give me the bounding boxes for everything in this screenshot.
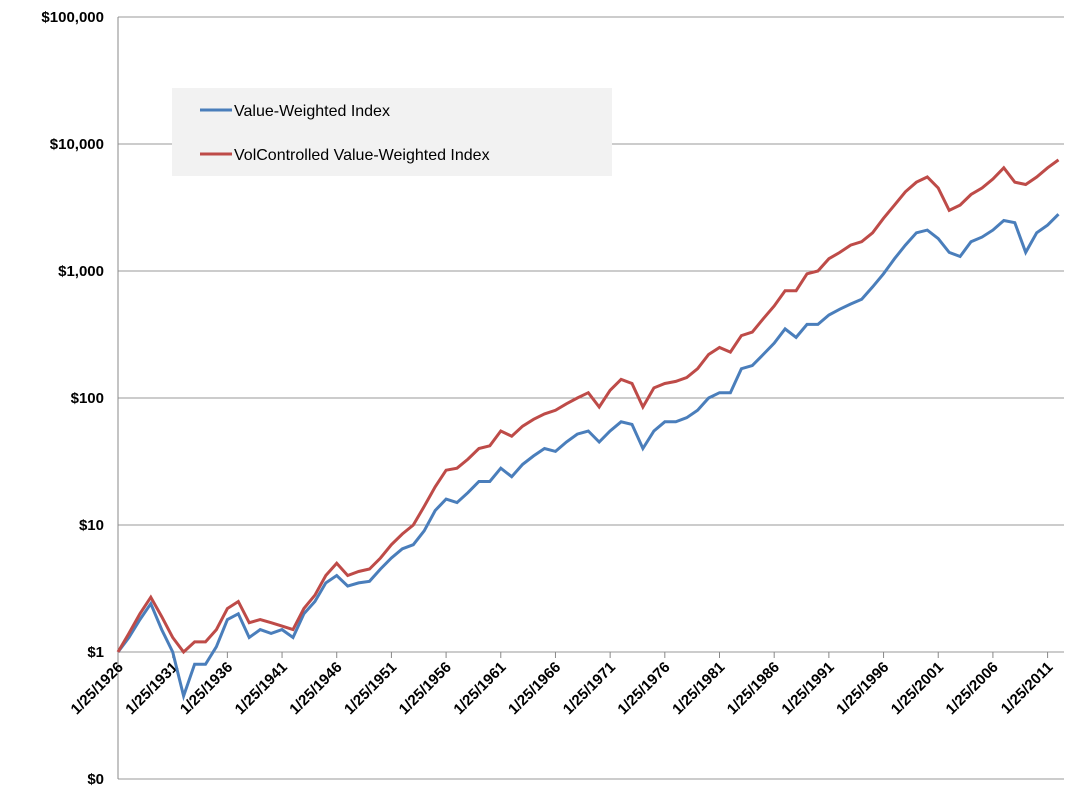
x-tick-label: 1/25/2011 — [998, 659, 1057, 718]
y-tick-label: $100,000 — [41, 9, 104, 26]
x-tick-label: 1/25/1951 — [341, 659, 400, 718]
legend-label: VolControlled Value-Weighted Index — [234, 147, 490, 164]
x-tick-label: 1/25/1976 — [614, 659, 673, 718]
x-tick-label: 1/25/1971 — [560, 659, 619, 718]
y-tick-label: $10,000 — [50, 136, 104, 153]
x-tick-label: 1/25/2006 — [943, 659, 1002, 718]
x-tick-label: 1/25/1986 — [724, 659, 783, 718]
y-tick-label: $10 — [79, 517, 104, 534]
x-tick-label: 1/25/1946 — [286, 659, 345, 718]
y-tick-label: $1 — [87, 644, 104, 661]
x-tick-label: 1/25/1931 — [122, 659, 181, 718]
x-tick-label: 1/25/1941 — [232, 659, 291, 718]
x-tick-label: 1/25/1991 — [778, 659, 837, 718]
series-line — [116, 213, 1060, 702]
y-tick-label: $1,000 — [58, 263, 104, 280]
y-tick-label: $100 — [71, 390, 104, 407]
legend-label: Value-Weighted Index — [234, 103, 390, 120]
x-tick-label: 1/25/2001 — [888, 659, 947, 718]
x-tick-label: 1/25/1981 — [669, 659, 728, 718]
x-tick-label: 1/25/1956 — [396, 659, 455, 718]
x-tick-label: 1/25/1961 — [450, 659, 509, 718]
x-tick-label: 1/25/1966 — [505, 659, 564, 718]
y-tick-label: $0 — [87, 771, 104, 788]
series-line — [116, 158, 1060, 655]
legend-box — [172, 88, 612, 176]
x-tick-label: 1/25/1996 — [833, 659, 892, 718]
